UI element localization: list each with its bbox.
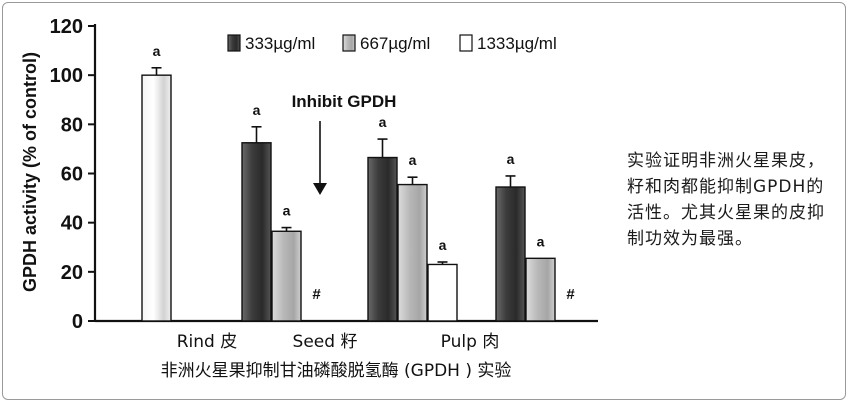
bar-333 [495, 186, 526, 322]
significance-mark: a [283, 203, 291, 219]
bar-1333 [427, 263, 458, 322]
significance-mark: a [439, 237, 447, 253]
bar-control [141, 74, 172, 322]
category-label: Pulp 肉 [441, 332, 500, 352]
side-note: 实验证明非洲火星果皮，籽和肉都能抑制GPDH的活性。尤其火星果的皮抑制功效为最强… [627, 151, 825, 249]
legend-swatch-333 [227, 34, 241, 52]
y-tick-label: 20 [61, 262, 83, 284]
significance-mark: a [507, 151, 515, 167]
axes: 0 20 40 60 80 100 120 Rind 皮 Seed 籽 Pulp 肉 [50, 16, 598, 352]
y-tick-label: 60 [61, 164, 83, 186]
inhibit-annotation: Inhibit GPDH [292, 92, 397, 195]
significance-mark: a [409, 152, 417, 168]
legend-swatch-1333 [459, 34, 473, 52]
bar-667 [397, 183, 428, 322]
y-tick-label: 120 [50, 16, 83, 38]
significance-mark: # [312, 286, 321, 303]
y-tick-label: 100 [50, 65, 83, 87]
legend-label-1333: 1333µg/ml [477, 34, 557, 53]
significance-mark: # [566, 286, 575, 303]
y-axis-label: GPDH activity (% of control) [20, 52, 40, 292]
category-label: Rind 皮 [177, 332, 238, 352]
y-tick-label: 40 [61, 213, 83, 235]
significance-mark: a [379, 114, 387, 130]
bar-667 [525, 257, 556, 322]
legend-label-667: 667µg/ml [360, 34, 430, 53]
legend: 333µg/ml 667µg/ml 1333µg/ml [227, 34, 557, 53]
bar-333 [367, 156, 398, 322]
significance-mark: a [537, 233, 545, 249]
bars: a a a # a a a a a # [141, 43, 575, 322]
bar-333 [241, 142, 272, 322]
bar-667 [271, 230, 302, 322]
legend-label-333: 333µg/ml [245, 34, 315, 53]
annotation-arrow-head [313, 183, 327, 195]
annotation-text: Inhibit GPDH [292, 92, 397, 111]
significance-mark: a [153, 43, 161, 59]
y-tick-label: 0 [72, 311, 83, 333]
chart-caption: 非洲火星果抑制甘油磷酸脱氢酶 (GPDH ) 实验 [161, 361, 512, 381]
category-label: Seed 籽 [293, 332, 358, 352]
significance-mark: a [253, 102, 261, 118]
legend-swatch-667 [342, 34, 356, 52]
y-tick-label: 80 [61, 114, 83, 136]
